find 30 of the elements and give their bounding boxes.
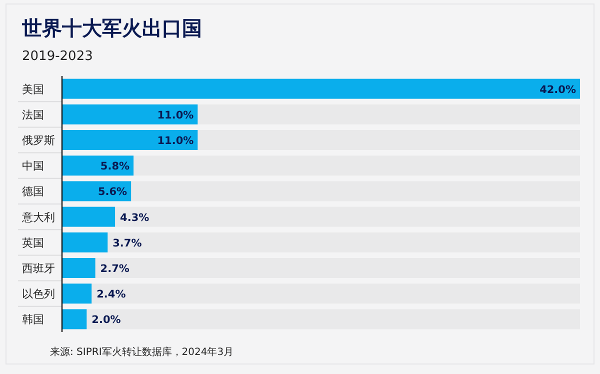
bar — [62, 156, 134, 176]
y-tick-label: 法国 — [22, 108, 44, 122]
bar — [62, 258, 96, 278]
data-label: 42.0% — [540, 84, 576, 96]
data-label: 11.0% — [157, 109, 194, 122]
chart-title: 世界十大军火出口国 — [21, 16, 202, 40]
y-tick-label: 意大利 — [21, 210, 55, 224]
data-label: 11.0% — [157, 135, 194, 147]
y-tick-label: 韩国 — [22, 313, 44, 326]
data-label: 4.3% — [120, 212, 150, 224]
data-label: 5.6% — [98, 186, 128, 198]
y-tick-label: 以色列 — [22, 288, 55, 301]
bar — [62, 206, 116, 227]
data-label: 3.7% — [112, 237, 142, 250]
y-tick-label: 英国 — [22, 236, 44, 250]
data-label: 2.0% — [92, 314, 122, 326]
y-tick-label: 德国 — [22, 185, 44, 198]
y-tick-label: 中国 — [22, 160, 44, 173]
chart-subtitle: 2019-2023 — [22, 49, 93, 64]
data-label: 2.4% — [96, 288, 126, 301]
bar — [62, 181, 132, 202]
data-label: 2.7% — [100, 263, 130, 275]
y-tick-label: 美国 — [22, 82, 44, 96]
data-label: 5.8% — [100, 160, 130, 173]
y-tick-label: 俄罗斯 — [22, 134, 55, 147]
y-tick-label: 西班牙 — [22, 262, 55, 275]
bar — [62, 284, 92, 304]
source-note: 来源: SIPRI军火转让数据库，2024年3月 — [50, 346, 234, 358]
bar — [62, 309, 87, 330]
bar — [62, 232, 108, 252]
